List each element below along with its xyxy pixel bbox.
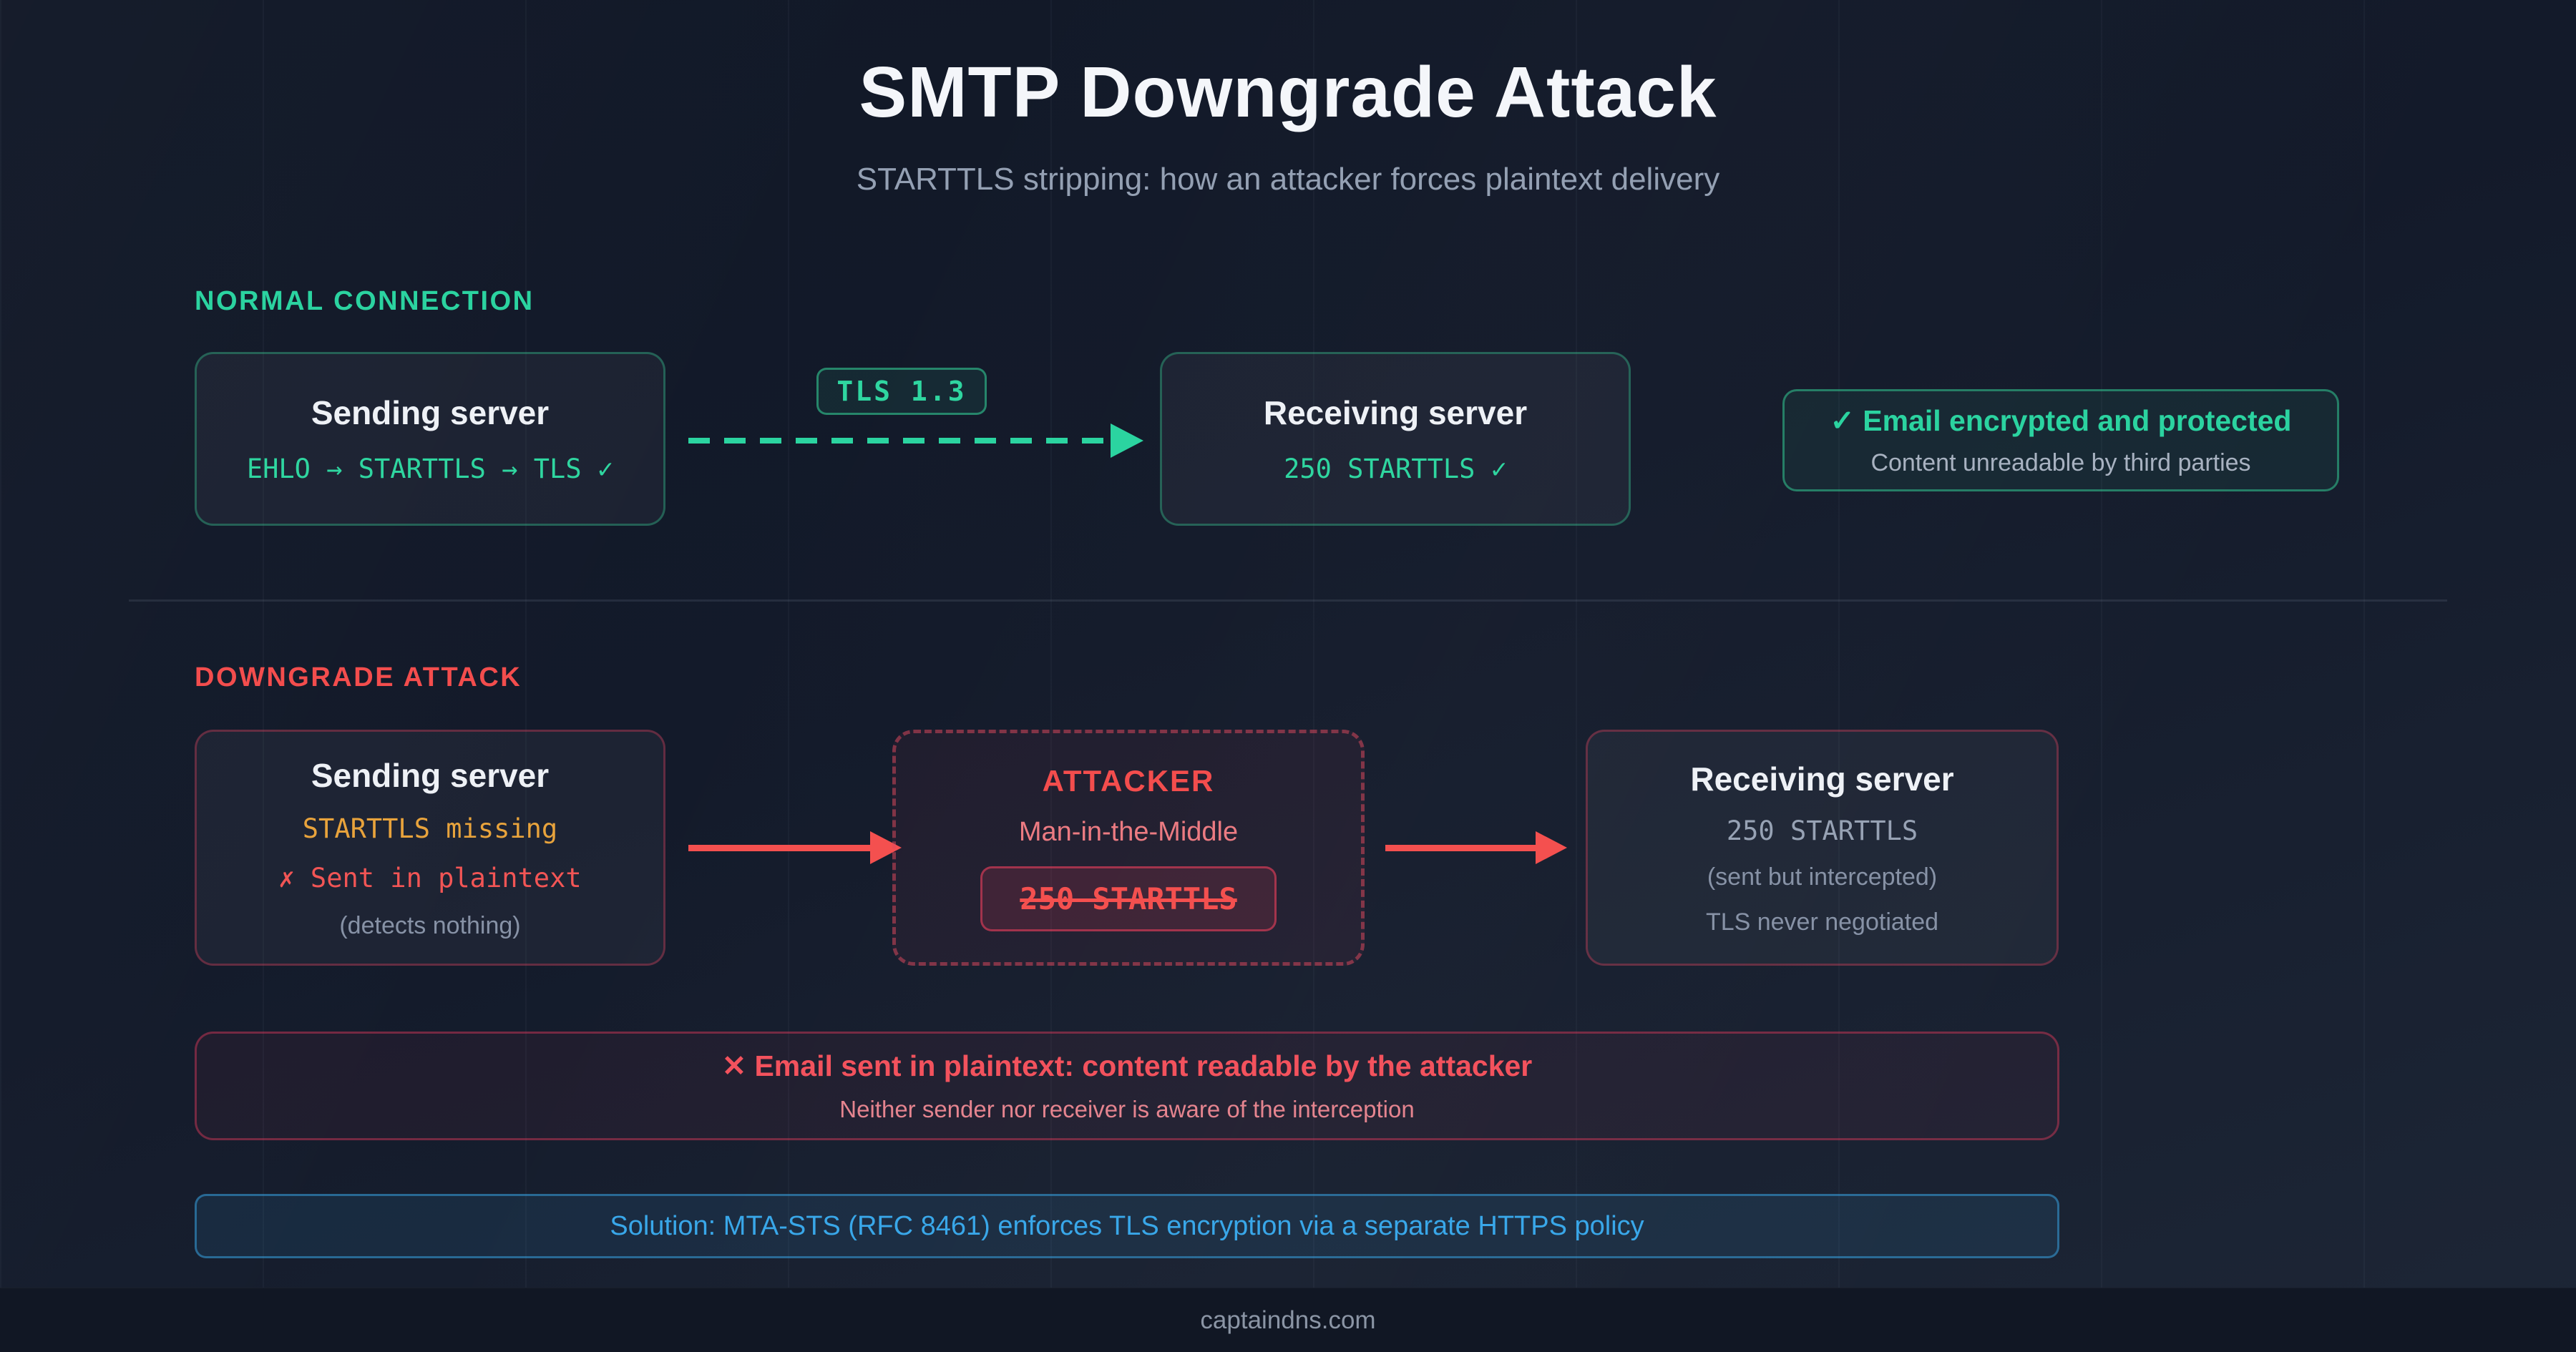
page-title: SMTP Downgrade Attack [859,52,1717,132]
attacker-title: ATTACKER [1042,764,1215,798]
tls-version-badge: TLS 1.3 [816,368,987,415]
encrypted-connection-dashed-arrow [688,438,1111,444]
encrypted-connection-arrowhead-icon [1111,423,1143,458]
solution-banner: Solution: MTA-STS (RFC 8461) enforces TL… [195,1194,2059,1258]
plaintext-warning-title: ✕ Email sent in plaintext: content reada… [721,1049,1533,1082]
attack-receiving-reply-code: 250 STARTTLS [1726,815,1918,846]
plaintext-arrowhead-1-icon [870,831,902,864]
attack-receiving-server-box: Receiving server 250 STARTTLS (sent but … [1586,730,2059,966]
normal-receiving-server-box: Receiving server 250 STARTTLS ✓ [1160,352,1631,526]
attack-sending-server-box: Sending server STARTTLS missing ✗ Sent i… [195,730,665,966]
attacker-box: ATTACKER Man-in-the-Middle 250 STARTTLS [892,730,1365,966]
stripped-starttls-badge: 250 STARTTLS [980,866,1277,931]
attack-receiving-server-title: Receiving server [1690,760,1954,798]
normal-receiving-reply-code: 250 STARTTLS ✓ [1284,454,1507,484]
normal-sending-server-title: Sending server [311,394,550,431]
normal-connection-label: NORMAL CONNECTION [195,286,535,316]
attack-starttls-missing-code: STARTTLS missing [302,813,558,844]
attack-sending-server-title: Sending server [311,756,550,794]
plaintext-arrowhead-2-icon [1536,831,1567,864]
encrypted-status-box: ✓ Email encrypted and protected Content … [1782,389,2339,491]
footer-domain-text: captaindns.com [1200,1306,1376,1334]
plaintext-arrow-2 [1385,845,1537,851]
plaintext-warning-banner: ✕ Email sent in plaintext: content reada… [195,1032,2059,1140]
page-subtitle: STARTTLS stripping: how an attacker forc… [856,162,1720,197]
plaintext-warning-subtitle: Neither sender nor receiver is aware of … [839,1096,1415,1122]
solution-text: Solution: MTA-STS (RFC 8461) enforces TL… [610,1210,1644,1241]
normal-sending-server-box: Sending server EHLO → STARTTLS → TLS ✓ [195,352,665,526]
attacker-subtitle: Man-in-the-Middle [1018,817,1239,847]
footer-bar: captaindns.com [0,1288,2576,1352]
downgrade-attack-label: DOWNGRADE ATTACK [195,662,522,692]
attack-receiving-note-1: (sent but intercepted) [1707,863,1938,891]
encrypted-status-title: ✓ Email encrypted and protected [1830,404,2292,437]
section-divider [129,599,2447,602]
encrypted-status-subtitle: Content unreadable by third parties [1870,449,2251,476]
plaintext-arrow-1 [688,845,872,851]
normal-sending-handshake-code: EHLO → STARTTLS → TLS ✓ [246,454,614,484]
attack-sent-plaintext-code: ✗ Sent in plaintext [278,862,582,893]
attack-receiving-note-2: TLS never negotiated [1705,908,1939,936]
attack-sending-note: (detects nothing) [339,911,521,939]
normal-receiving-server-title: Receiving server [1263,394,1528,431]
